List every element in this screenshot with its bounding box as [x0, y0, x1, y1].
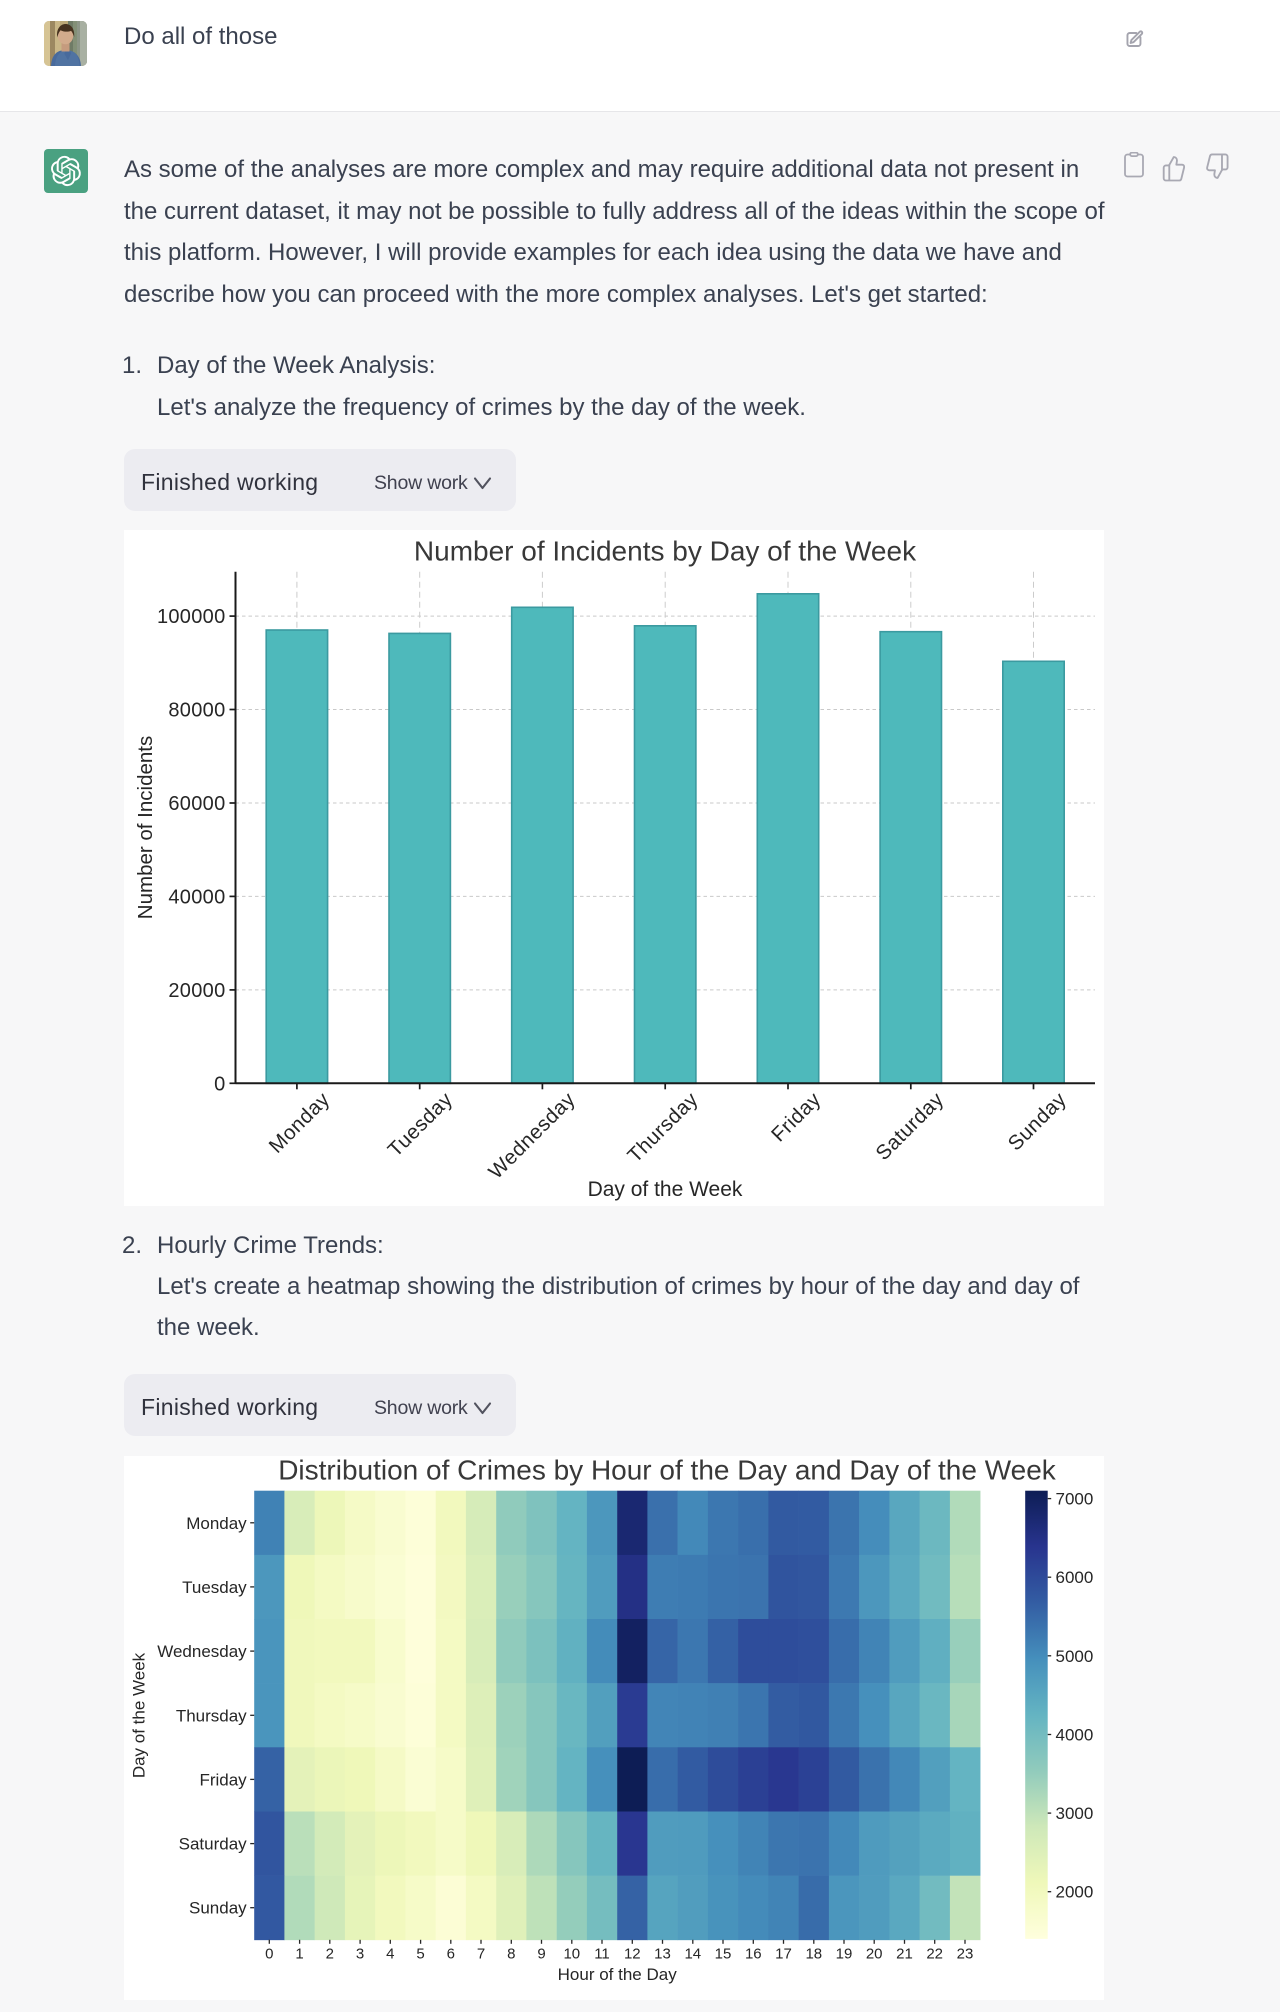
svg-text:5000: 5000: [1056, 1647, 1094, 1666]
svg-text:7000: 7000: [1056, 1490, 1094, 1509]
svg-text:3: 3: [356, 1945, 364, 1962]
svg-text:5: 5: [416, 1945, 424, 1962]
svg-text:23: 23: [957, 1945, 974, 1962]
svg-text:6000: 6000: [1056, 1568, 1094, 1587]
svg-text:6: 6: [447, 1945, 455, 1962]
svg-text:14: 14: [684, 1945, 701, 1962]
svg-text:7: 7: [477, 1945, 485, 1962]
svg-text:Number of Incidents: Number of Incidents: [134, 736, 157, 919]
svg-text:4: 4: [386, 1945, 394, 1962]
svg-text:Thursday: Thursday: [176, 1706, 247, 1725]
svg-text:Sunday: Sunday: [189, 1899, 247, 1918]
svg-text:60000: 60000: [168, 793, 225, 815]
svg-text:2000: 2000: [1056, 1883, 1094, 1902]
svg-text:4000: 4000: [1056, 1726, 1094, 1745]
svg-text:16: 16: [745, 1945, 762, 1962]
svg-text:19: 19: [836, 1945, 853, 1962]
svg-text:21: 21: [896, 1945, 913, 1962]
svg-text:20: 20: [866, 1945, 883, 1962]
svg-text:Monday: Monday: [186, 1514, 247, 1533]
svg-text:Wednesday: Wednesday: [157, 1642, 247, 1661]
svg-text:22: 22: [926, 1945, 943, 1962]
svg-text:0: 0: [214, 1073, 225, 1095]
svg-text:Saturday: Saturday: [179, 1835, 248, 1854]
svg-text:18: 18: [805, 1945, 822, 1962]
svg-text:20000: 20000: [168, 980, 225, 1002]
svg-text:Day of the Week: Day of the Week: [588, 1178, 743, 1201]
svg-text:2: 2: [326, 1945, 334, 1962]
svg-text:17: 17: [775, 1945, 792, 1962]
svg-text:40000: 40000: [168, 886, 225, 908]
svg-text:10: 10: [563, 1945, 580, 1962]
svg-text:80000: 80000: [168, 700, 225, 722]
svg-text:0: 0: [265, 1945, 273, 1962]
svg-text:9: 9: [537, 1945, 545, 1962]
svg-text:100000: 100000: [157, 606, 226, 628]
svg-text:Number of Incidents by Day of: Number of Incidents by Day of the Week: [414, 536, 917, 567]
svg-text:12: 12: [624, 1945, 641, 1962]
svg-text:15: 15: [715, 1945, 732, 1962]
svg-text:3000: 3000: [1056, 1804, 1094, 1823]
svg-text:Distribution of Crimes by Hour: Distribution of Crimes by Hour of the Da…: [278, 1456, 1057, 1486]
svg-text:1: 1: [295, 1945, 303, 1962]
svg-text:Hour of the Day: Hour of the Day: [558, 1965, 678, 1984]
svg-text:8: 8: [507, 1945, 515, 1962]
svg-text:13: 13: [654, 1945, 671, 1962]
svg-text:Day of the Week: Day of the Week: [129, 1652, 148, 1778]
svg-text:Tuesday: Tuesday: [182, 1578, 247, 1597]
svg-text:Friday: Friday: [199, 1770, 247, 1789]
svg-text:11: 11: [594, 1945, 610, 1962]
